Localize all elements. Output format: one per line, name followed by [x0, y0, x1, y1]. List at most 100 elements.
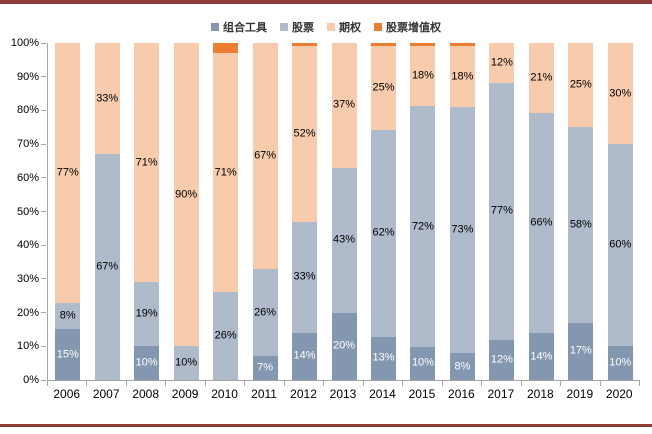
bar-column-2008: 10% 19% 71%	[127, 43, 166, 380]
bar-segment: 8%	[449, 353, 475, 380]
stacked-bar: 10% 60% 30%	[607, 43, 633, 380]
data-label: 18%	[411, 69, 434, 82]
legend-label: 股票	[292, 22, 314, 34]
y-axis-label: 0%	[23, 374, 39, 386]
data-label: 26%	[214, 329, 237, 342]
legend-label: 股票增值权	[386, 22, 441, 34]
legend-swatch-icon	[327, 23, 335, 31]
data-label: 14%	[293, 349, 316, 362]
bar-segment	[213, 43, 239, 54]
bar-segment: 37%	[331, 43, 357, 168]
bar-segment: 67%	[94, 154, 120, 380]
y-axis-label: 20%	[16, 306, 39, 319]
bar-segment: 25%	[568, 43, 594, 128]
x-axis-label: 2006	[53, 387, 81, 401]
bar-segment: 17%	[568, 322, 594, 380]
x-axis-label: 2008	[132, 387, 159, 401]
data-label: 10%	[175, 356, 198, 369]
bar-segment: 21%	[528, 43, 554, 114]
data-label: 77%	[490, 204, 513, 217]
plot-area: 15% 8% 77% 67% 33% 10% 19% 71% 10% 90% 26% 71% 7% 26%…	[47, 42, 640, 381]
stacked-bar: 10% 90%	[173, 43, 199, 380]
bar-segment: 15%	[55, 329, 81, 380]
bar-segment: 77%	[489, 83, 515, 340]
legend-item-1: 股票	[280, 19, 314, 35]
data-label: 33%	[293, 270, 316, 283]
y-axis-tick	[41, 244, 46, 246]
bar-column-2017: 12% 77% 12%	[482, 42, 521, 380]
x-axis-tick	[47, 381, 48, 386]
bar-segment: 33%	[292, 221, 318, 333]
data-label: 17%	[569, 344, 592, 357]
y-axis-tick	[41, 177, 46, 179]
data-label: 14%	[530, 350, 553, 363]
x-axis-tick	[244, 381, 246, 386]
y-axis-tick	[41, 143, 46, 145]
bar-segment: 67%	[252, 42, 278, 269]
bar-segment: 19%	[134, 282, 160, 347]
data-label: 25%	[569, 78, 592, 91]
stacked-bar: 10% 72% 18%	[410, 43, 436, 380]
y-axis-tick	[41, 211, 46, 212]
x-axis-tick	[402, 381, 404, 386]
x-axis-tick	[362, 381, 364, 386]
bar-segment: 12%	[489, 42, 515, 84]
y-axis-tick	[41, 379, 46, 381]
legend-swatch-icon	[211, 23, 219, 31]
bar-column-2016: 8% 73% 18%	[443, 43, 482, 380]
y-axis-label: 80%	[16, 104, 39, 117]
bar-column-2007: 67% 33%	[87, 43, 126, 380]
bar-segment: 30%	[607, 43, 633, 145]
legend-label: 期权	[339, 22, 361, 34]
x-axis-label: 2015	[408, 387, 436, 401]
bar-column-2020: 10% 60% 30%	[601, 43, 640, 380]
bar-column-2018: 14% 66% 21%	[522, 43, 561, 380]
bar-segment: 90%	[173, 43, 199, 347]
data-label: 58%	[569, 218, 592, 231]
stacked-bar: 14% 66% 21%	[528, 43, 554, 380]
x-axis-tick	[204, 381, 206, 386]
data-label: 8%	[454, 360, 471, 373]
bar-segment: 73%	[449, 107, 475, 354]
x-axis-tick	[599, 381, 601, 386]
y-axis-label: 10%	[16, 340, 39, 353]
data-label: 8%	[59, 309, 76, 322]
y-axis-label: 50%	[16, 205, 39, 218]
stacked-bar: 14% 33% 52%	[292, 43, 318, 380]
bar-segment: 60%	[607, 144, 633, 347]
bar-segment: 33%	[94, 43, 120, 155]
bar-segment: 13%	[370, 336, 396, 380]
bottom-divider-rule	[0, 424, 652, 427]
legend-item-0: 组合工具	[211, 19, 267, 35]
x-axis-label: 2018	[526, 387, 554, 401]
top-divider-rule	[0, 0, 652, 4]
data-label: 19%	[135, 307, 158, 320]
x-axis-label: 2011	[251, 387, 277, 401]
data-label: 15%	[56, 348, 79, 361]
data-label: 71%	[135, 156, 158, 169]
bar-segment: 10%	[410, 346, 436, 380]
data-label: 43%	[333, 233, 356, 246]
x-axis-tick	[86, 381, 88, 386]
x-axis-label: 2016	[448, 387, 475, 401]
data-label: 72%	[411, 220, 434, 233]
data-label: 66%	[530, 216, 553, 229]
data-label: 13%	[372, 351, 395, 364]
bar-column-2011: 7% 26% 67%	[245, 42, 284, 380]
bar-segment: 58%	[568, 127, 594, 323]
bar-segment: 25%	[370, 46, 396, 130]
bar-segment	[449, 43, 475, 47]
bar-segment: 71%	[134, 43, 160, 283]
data-label: 20%	[333, 339, 356, 352]
data-label: 60%	[609, 238, 632, 251]
data-label: 10%	[135, 356, 158, 369]
data-label: 71%	[214, 166, 237, 179]
x-axis-tick	[323, 381, 325, 386]
data-label: 67%	[96, 260, 119, 273]
x-axis-label: 2013	[329, 387, 357, 401]
bar-column-2019: 17% 58% 25%	[561, 43, 600, 380]
bar-segment: 20%	[331, 312, 357, 380]
bar-segment: 62%	[370, 129, 396, 337]
data-label: 73%	[451, 223, 474, 236]
bar-segment: 66%	[528, 113, 554, 334]
